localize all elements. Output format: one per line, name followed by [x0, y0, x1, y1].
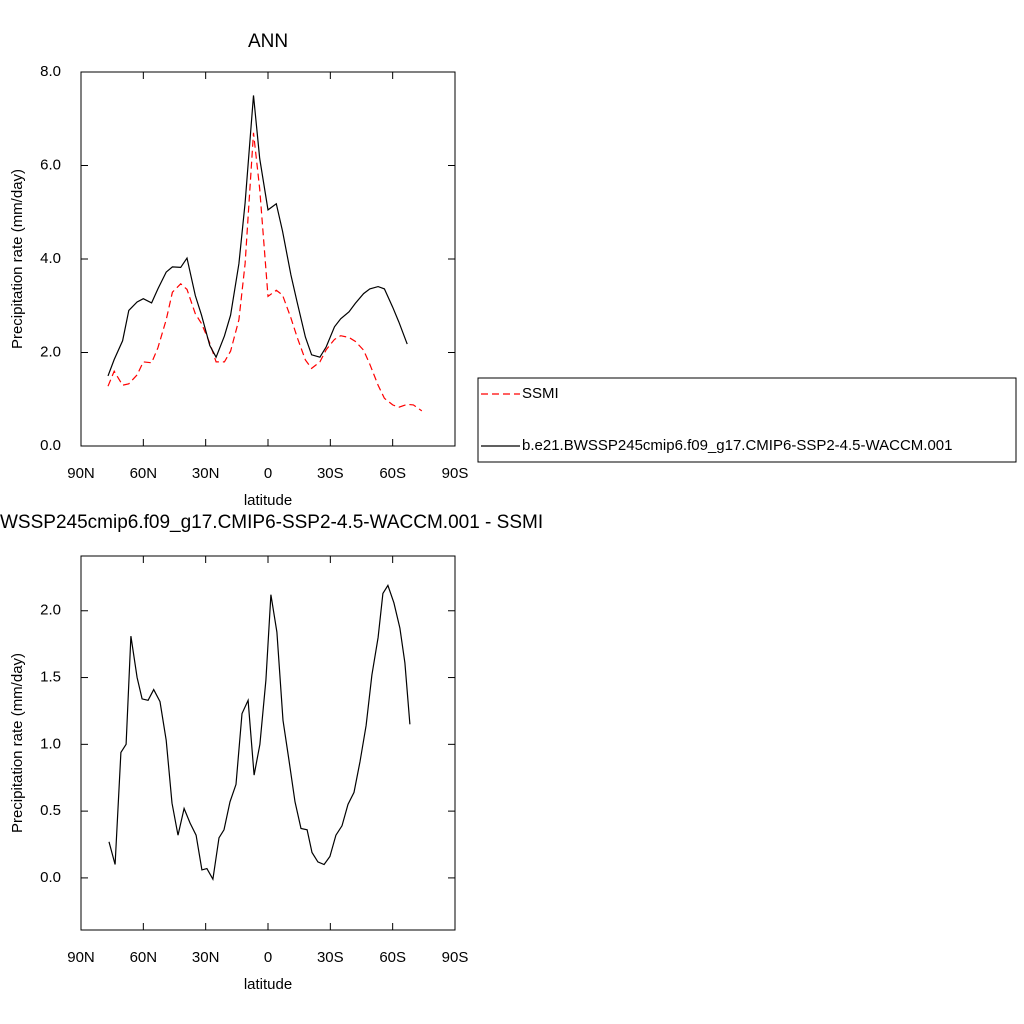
y-tick-label: 4.0 — [40, 250, 61, 267]
data-line — [107, 95, 408, 377]
legend-box — [477, 377, 1017, 463]
legend-label: SSMI — [522, 385, 559, 402]
data-line — [108, 584, 411, 882]
y-tick-label: 0.0 — [40, 437, 61, 454]
x-tick-label: 90S — [442, 465, 469, 482]
x-tick-label: 0 — [264, 465, 272, 482]
y-tick-label: 0.0 — [40, 869, 61, 886]
x-tick-label: 30N — [192, 949, 220, 966]
chart-title: ANN — [248, 31, 288, 52]
chart-title: WSSP245cmip6.f09_g17.CMIP6-SSP2-4.5-WACC… — [0, 512, 543, 533]
x-tick-label: 90N — [67, 465, 95, 482]
y-tick-label: 1.5 — [40, 669, 61, 686]
x-tick-label: 0 — [264, 949, 272, 966]
y-tick-label: 8.0 — [40, 63, 61, 80]
legend-label: b.e21.BWSSP245cmip6.f09_g17.CMIP6-SSP2-4… — [522, 437, 952, 454]
y-tick-label: 6.0 — [40, 156, 61, 173]
y-tick-label: 1.0 — [40, 735, 61, 752]
x-tick-label: 60S — [379, 949, 406, 966]
data-line — [107, 132, 423, 412]
x-tick-label: 90S — [442, 949, 469, 966]
x-tick-label: 30S — [317, 465, 344, 482]
x-axis-label: latitude — [244, 976, 292, 993]
y-axis-label: Precipitation rate (mm/day) — [9, 169, 26, 349]
x-tick-label: 60N — [130, 949, 158, 966]
y-axis-label: Precipitation rate (mm/day) — [9, 653, 26, 833]
y-tick-label: 0.5 — [40, 802, 61, 819]
plot-frame — [80, 71, 456, 447]
y-tick-label: 2.0 — [40, 602, 61, 619]
x-tick-label: 90N — [67, 949, 95, 966]
x-tick-label: 30N — [192, 465, 220, 482]
x-axis-label: latitude — [244, 492, 292, 509]
x-tick-label: 60S — [379, 465, 406, 482]
plot-frame — [80, 555, 456, 931]
x-tick-label: 60N — [130, 465, 158, 482]
x-tick-label: 30S — [317, 949, 344, 966]
y-tick-label: 2.0 — [40, 343, 61, 360]
